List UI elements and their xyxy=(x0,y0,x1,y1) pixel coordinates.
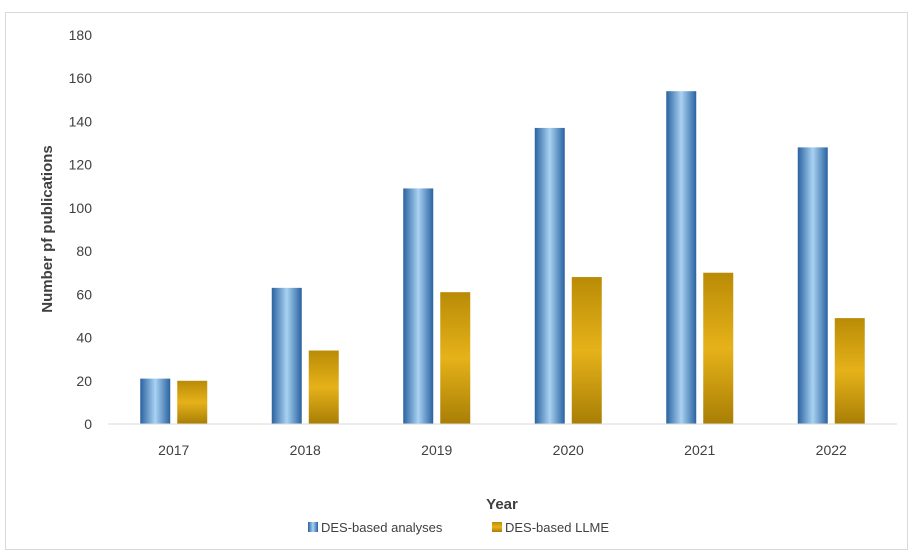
bar-des-based-llme-2021 xyxy=(703,272,734,424)
bar-des-based-analyses-2022 xyxy=(797,147,828,424)
y-axis-title: Number pf publications xyxy=(39,145,56,313)
y-tick-label: 160 xyxy=(69,70,93,86)
y-tick-label: 120 xyxy=(69,157,93,173)
y-tick-label: 180 xyxy=(69,27,93,43)
x-tick-label: 2022 xyxy=(816,442,847,458)
x-tick-label: 2017 xyxy=(158,442,189,458)
bar-des-based-analyses-2017 xyxy=(140,378,171,424)
y-tick-label: 40 xyxy=(76,330,92,346)
bar-des-based-llme-2017 xyxy=(177,380,208,424)
y-tick-label: 140 xyxy=(69,113,93,129)
chart-area xyxy=(5,12,908,550)
y-tick-label: 60 xyxy=(76,286,92,302)
x-tick-label: 2020 xyxy=(553,442,584,458)
bar-des-based-llme-2019 xyxy=(440,292,471,424)
legend-label-des-based-analyses: DES-based analyses xyxy=(321,520,443,535)
legend-label-des-based-llme: DES-based LLME xyxy=(505,520,609,535)
bar-des-based-llme-2020 xyxy=(571,277,602,424)
bar-des-based-llme-2022 xyxy=(834,318,865,424)
legend-swatch-des-based-llme xyxy=(492,522,502,532)
x-axis-title: Year xyxy=(486,496,518,513)
bar-des-based-analyses-2021 xyxy=(666,91,697,424)
legend-swatch-des-based-analyses xyxy=(308,522,318,532)
y-tick-label: 100 xyxy=(69,200,93,216)
legend: DES-based analyses DES-based LLME xyxy=(308,520,609,535)
bar-des-based-analyses-2020 xyxy=(534,127,565,424)
bar-des-based-llme-2018 xyxy=(308,350,339,424)
bar-des-based-analyses-2019 xyxy=(403,188,434,424)
y-tick-label: 80 xyxy=(76,243,92,259)
x-tick-label: 2021 xyxy=(684,442,715,458)
y-tick-label: 0 xyxy=(84,416,92,432)
x-tick-label: 2019 xyxy=(421,442,452,458)
bar-des-based-analyses-2018 xyxy=(271,287,302,424)
x-tick-label: 2018 xyxy=(290,442,321,458)
y-tick-label: 20 xyxy=(76,373,92,389)
